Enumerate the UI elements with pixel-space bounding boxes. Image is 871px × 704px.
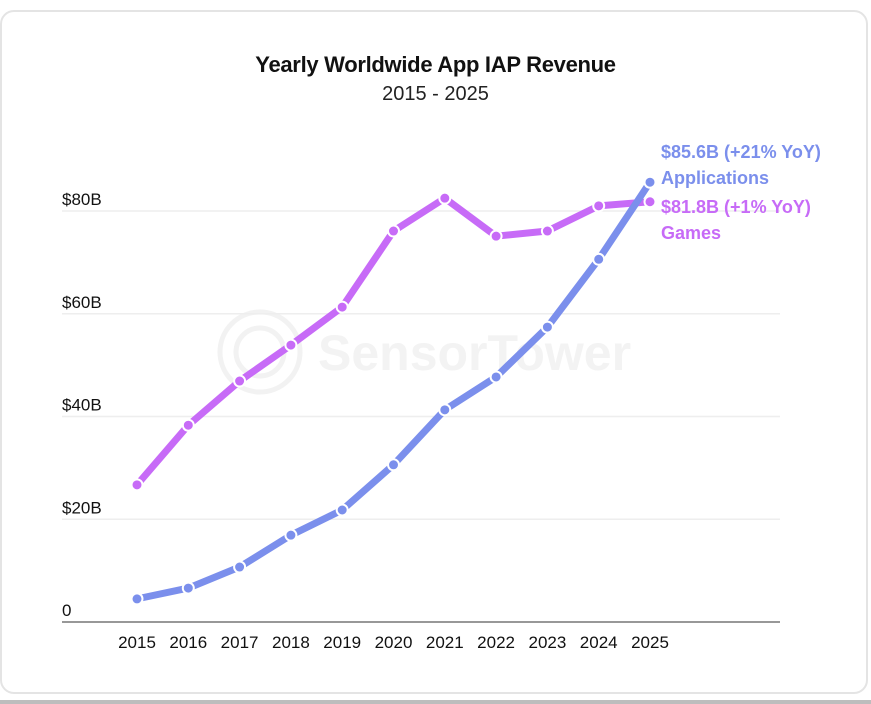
x-tick-label: 2018: [272, 633, 310, 652]
data-point[interactable]: [540, 320, 554, 334]
x-axis: 2015 2016 2017 2018 2019 2020 2021 2022 2023 2024…: [118, 633, 669, 652]
watermark-logo-icon: [217, 309, 303, 395]
x-tick-label: 2023: [528, 633, 566, 652]
data-point[interactable]: [181, 418, 195, 432]
y-tick-label: 0: [62, 601, 71, 620]
chart-title: Yearly Worldwide App IAP Revenue: [255, 52, 616, 77]
y-tick-label: $60B: [62, 293, 102, 312]
data-point[interactable]: [387, 224, 400, 238]
x-tick-label: 2025: [631, 633, 669, 652]
x-tick-label: 2019: [323, 633, 361, 652]
x-tick-label: 2022: [477, 633, 515, 652]
y-axis: 0 $20B $40B $60B $80B: [62, 190, 102, 620]
data-point[interactable]: [233, 560, 247, 574]
series-group: [130, 175, 657, 606]
games-end-value: $81.8B (+1% YoY): [661, 197, 811, 217]
y-tick-label: $80B: [62, 190, 102, 209]
data-point[interactable]: [489, 229, 503, 243]
data-point[interactable]: [284, 528, 298, 542]
data-point[interactable]: [335, 503, 349, 517]
x-tick-label: 2024: [580, 633, 618, 652]
x-tick-label: 2015: [118, 633, 156, 652]
data-point[interactable]: [284, 338, 298, 352]
x-tick-label: 2020: [375, 633, 413, 652]
series-applications: [130, 175, 657, 606]
data-point[interactable]: [130, 478, 144, 492]
gridlines: [62, 210, 780, 623]
data-point[interactable]: [233, 374, 247, 388]
data-point[interactable]: [489, 370, 503, 384]
y-tick-label: $20B: [62, 498, 102, 517]
data-point[interactable]: [130, 592, 144, 606]
data-point[interactable]: [438, 403, 452, 417]
series-line: [133, 178, 654, 603]
series-games: [130, 191, 657, 492]
data-point[interactable]: [643, 175, 657, 189]
applications-end-name: Applications: [661, 168, 769, 188]
x-tick-label: 2016: [169, 633, 207, 652]
chart-card: [0, 10, 868, 694]
watermark-text: SensorTower: [318, 325, 631, 381]
data-point[interactable]: [540, 224, 554, 238]
data-point[interactable]: [438, 191, 452, 205]
x-tick-label: 2017: [221, 633, 259, 652]
data-point[interactable]: [592, 252, 606, 266]
end-labels: $85.6B (+21% YoY) Applications $81.8B (+1%…: [661, 142, 821, 243]
data-point[interactable]: [643, 195, 657, 209]
data-point[interactable]: [387, 458, 400, 472]
y-tick-label: $40B: [62, 396, 102, 415]
bottom-divider: [0, 700, 871, 704]
games-end-name: Games: [661, 223, 721, 243]
x-tick-label: 2021: [426, 633, 464, 652]
data-point[interactable]: [592, 199, 606, 213]
applications-end-value: $85.6B (+21% YoY): [661, 142, 821, 162]
data-point[interactable]: [181, 581, 195, 595]
chart-subtitle: 2015 - 2025: [382, 83, 489, 105]
data-point[interactable]: [335, 300, 349, 314]
